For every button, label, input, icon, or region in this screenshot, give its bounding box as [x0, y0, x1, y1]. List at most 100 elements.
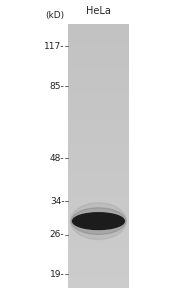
Bar	[68, 224, 129, 226]
Bar	[68, 250, 129, 253]
Bar	[68, 46, 129, 48]
Bar	[68, 123, 129, 125]
Bar	[68, 112, 129, 114]
Bar	[68, 105, 129, 108]
Bar	[68, 237, 129, 240]
Bar	[68, 240, 129, 242]
Bar	[68, 268, 129, 270]
Bar	[68, 149, 129, 152]
Bar	[68, 37, 129, 39]
Bar	[68, 242, 129, 244]
Bar	[68, 284, 129, 286]
Bar	[68, 202, 129, 204]
Bar	[68, 152, 129, 154]
Bar	[68, 182, 129, 184]
Bar	[68, 42, 129, 44]
Bar	[68, 66, 129, 68]
Bar	[68, 143, 129, 145]
Bar	[68, 281, 129, 284]
Bar	[68, 136, 129, 138]
Bar	[68, 103, 129, 105]
Bar	[68, 33, 129, 35]
Bar	[68, 125, 129, 128]
Bar	[68, 134, 129, 136]
Bar	[68, 200, 129, 202]
Bar	[68, 79, 129, 81]
Bar	[68, 118, 129, 121]
Bar	[68, 141, 129, 143]
Bar	[68, 178, 129, 180]
Bar	[68, 273, 129, 275]
Bar	[68, 48, 129, 50]
Bar	[68, 39, 129, 42]
Bar	[68, 35, 129, 37]
Bar	[68, 270, 129, 273]
Bar	[68, 158, 129, 160]
Bar	[68, 75, 129, 77]
Bar	[68, 176, 129, 178]
Bar	[68, 55, 129, 57]
Bar	[68, 194, 129, 196]
Bar	[68, 90, 129, 92]
Bar	[68, 145, 129, 147]
Ellipse shape	[71, 208, 126, 235]
Bar	[68, 68, 129, 70]
Bar	[68, 171, 129, 174]
Bar	[68, 260, 129, 262]
Bar	[68, 187, 129, 189]
Bar	[68, 44, 129, 46]
Bar	[68, 50, 129, 52]
Bar	[68, 154, 129, 156]
Text: 48-: 48-	[50, 154, 64, 163]
Bar	[68, 235, 129, 237]
Bar	[68, 77, 129, 79]
Bar	[68, 163, 129, 165]
Bar	[68, 213, 129, 215]
Bar	[68, 196, 129, 198]
Bar	[68, 264, 129, 266]
Bar	[68, 70, 129, 72]
Bar	[68, 26, 129, 28]
Bar	[68, 262, 129, 264]
Bar	[68, 277, 129, 279]
Bar	[68, 279, 129, 281]
Bar	[68, 31, 129, 33]
Bar	[68, 191, 129, 194]
Bar	[68, 218, 129, 220]
Bar	[68, 128, 129, 130]
Bar	[68, 57, 129, 59]
Bar	[68, 169, 129, 171]
Bar	[68, 130, 129, 132]
Bar	[68, 97, 129, 99]
Bar	[68, 174, 129, 176]
Bar	[68, 61, 129, 64]
Bar	[68, 64, 129, 66]
Bar	[68, 99, 129, 101]
Bar	[68, 59, 129, 61]
Bar	[68, 85, 129, 88]
Bar	[68, 180, 129, 182]
Bar	[68, 156, 129, 158]
Bar	[68, 114, 129, 116]
Bar	[68, 229, 129, 231]
Bar	[68, 160, 129, 163]
Bar	[68, 266, 129, 268]
Bar	[68, 275, 129, 277]
Text: 34-: 34-	[50, 197, 64, 206]
Text: HeLa: HeLa	[86, 6, 111, 16]
Bar	[68, 24, 129, 26]
Bar	[68, 222, 129, 224]
Bar	[68, 184, 129, 187]
Ellipse shape	[71, 203, 126, 239]
Bar	[68, 167, 129, 169]
Text: (kD): (kD)	[45, 11, 64, 20]
Bar	[68, 286, 129, 288]
Bar	[68, 121, 129, 123]
Ellipse shape	[73, 213, 124, 230]
Bar	[68, 255, 129, 257]
Bar	[68, 209, 129, 211]
Bar	[68, 257, 129, 260]
Bar	[68, 52, 129, 55]
Bar	[68, 226, 129, 229]
Bar	[68, 108, 129, 110]
